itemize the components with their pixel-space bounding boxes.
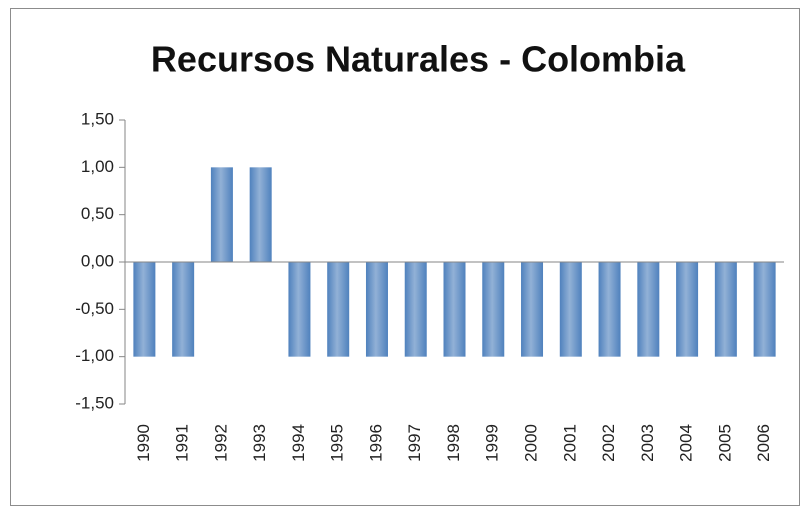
bar <box>637 262 660 357</box>
y-tick-label: -1,50 <box>75 393 114 412</box>
y-tick-label: -0,50 <box>75 299 114 318</box>
x-tick-label: 1997 <box>405 424 424 462</box>
bar <box>482 262 505 357</box>
x-tick-label: 1991 <box>173 424 192 462</box>
x-tick-label: 2000 <box>522 424 541 462</box>
x-tick-label: 2002 <box>599 424 618 462</box>
x-tick-label: 2004 <box>677 424 696 462</box>
x-tick-label: 2001 <box>560 424 579 462</box>
y-tick-label: 1,50 <box>81 109 114 128</box>
y-tick-label: 0,00 <box>81 251 114 270</box>
bar <box>133 262 156 357</box>
x-tick-label: 2006 <box>754 424 773 462</box>
x-tick-label: 1993 <box>250 424 269 462</box>
x-tick-label: 1994 <box>289 424 308 462</box>
y-tick-label: -1,00 <box>75 346 114 365</box>
bar <box>676 262 699 357</box>
bar <box>521 262 544 357</box>
bar <box>210 167 233 262</box>
bar <box>443 262 466 357</box>
bar <box>288 262 311 357</box>
chart-title: Recursos Naturales - Colombia <box>151 39 686 80</box>
x-tick-label: 1996 <box>366 424 385 462</box>
bar <box>753 262 776 357</box>
x-tick-label: 2005 <box>715 424 734 462</box>
bar <box>327 262 350 357</box>
x-tick-label: 1999 <box>483 424 502 462</box>
x-tick-label: 2003 <box>638 424 657 462</box>
bar <box>365 262 388 357</box>
bar <box>714 262 737 357</box>
bar <box>172 262 195 357</box>
x-tick-label: 1995 <box>328 424 347 462</box>
bar <box>559 262 582 357</box>
bar <box>598 262 621 357</box>
x-tick-label: 1992 <box>211 424 230 462</box>
bar <box>249 167 272 262</box>
y-tick-label: 1,00 <box>81 157 114 176</box>
x-tick-label: 1998 <box>444 424 463 462</box>
y-tick-label: 0,50 <box>81 204 114 223</box>
bar <box>404 262 427 357</box>
x-tick-label: 1990 <box>134 424 153 462</box>
chart-frame <box>10 8 800 506</box>
